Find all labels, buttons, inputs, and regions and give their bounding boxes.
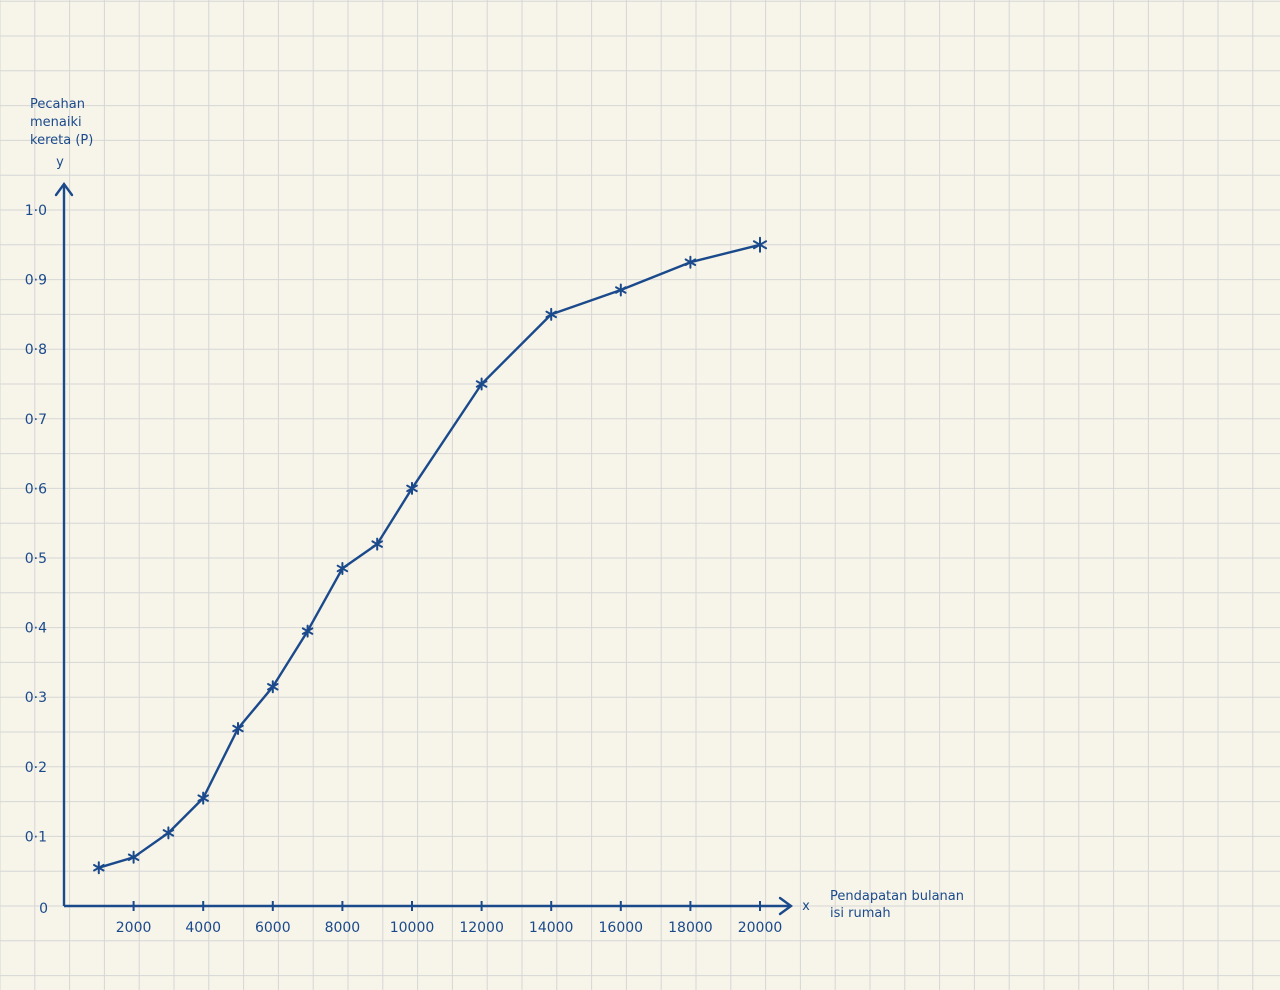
- y-tick-label: 0·9: [25, 273, 47, 289]
- x-tick-label: 8000: [325, 920, 361, 936]
- x-tick-label: 2000: [116, 920, 152, 936]
- y-tick-label: 0·3: [25, 690, 47, 706]
- axis-labels: Pecahan menaiki kereta (P) y Pendapatan …: [30, 97, 964, 921]
- x-tick-label: 16000: [599, 920, 644, 936]
- data-point-marker: [232, 722, 244, 736]
- y-tick-label: 0·4: [25, 621, 47, 637]
- data-point-marker: [545, 307, 557, 321]
- data-point-marker: [475, 377, 488, 391]
- data-point-marker: [197, 791, 209, 805]
- axes: [54, 181, 794, 916]
- y-tick-label: 0·6: [25, 481, 47, 497]
- y-tick-label: 1·0: [25, 203, 47, 219]
- x-tick-label: 6000: [255, 920, 291, 936]
- x-tick-label: 18000: [668, 920, 713, 936]
- data-point-marker: [162, 826, 175, 840]
- series-line: [93, 236, 768, 875]
- x-tick-label: 4000: [185, 920, 221, 936]
- y-axis-title-line-2: menaiki: [30, 115, 82, 130]
- y-tick-label: 0·1: [25, 829, 47, 845]
- data-point-marker: [684, 255, 697, 269]
- data-point-marker: [336, 561, 349, 575]
- data-point-marker: [301, 624, 314, 638]
- y-axis-title-line-1: Pecahan: [30, 97, 85, 112]
- data-point-marker: [127, 850, 140, 864]
- data-point-marker: [93, 861, 105, 875]
- x-tick-label: 14000: [529, 920, 574, 936]
- x-axis-arrow-icon: [778, 896, 794, 916]
- x-axis-title-line-2: isi rumah: [830, 906, 891, 921]
- y-tick-label: 0·8: [25, 342, 47, 358]
- y-axis-title-line-3: kereta (P): [30, 133, 93, 148]
- x-tick-label: 10000: [390, 920, 435, 936]
- x-tick-label: 12000: [459, 920, 504, 936]
- y-axis-letter: y: [56, 155, 64, 170]
- data-point-marker: [267, 680, 279, 694]
- y-tick-label: 0·7: [25, 412, 47, 428]
- y-tick-label: 0·5: [25, 551, 47, 567]
- ticks: 2000 4000 6000 8000 10000 12000 14000 16000 1800…: [25, 203, 783, 936]
- y-axis-arrow-icon: [54, 181, 74, 197]
- data-point-marker: [615, 283, 627, 297]
- data-point-marker: [406, 481, 418, 495]
- y-tick-label: 0·2: [25, 760, 47, 776]
- data-point-marker: [752, 236, 768, 253]
- origin-label: 0: [39, 901, 48, 917]
- x-axis-letter: x: [802, 899, 810, 914]
- x-axis-title-line-1: Pendapatan bulanan: [830, 889, 964, 904]
- x-tick-label: 20000: [738, 920, 783, 936]
- data-point-marker: [371, 537, 383, 551]
